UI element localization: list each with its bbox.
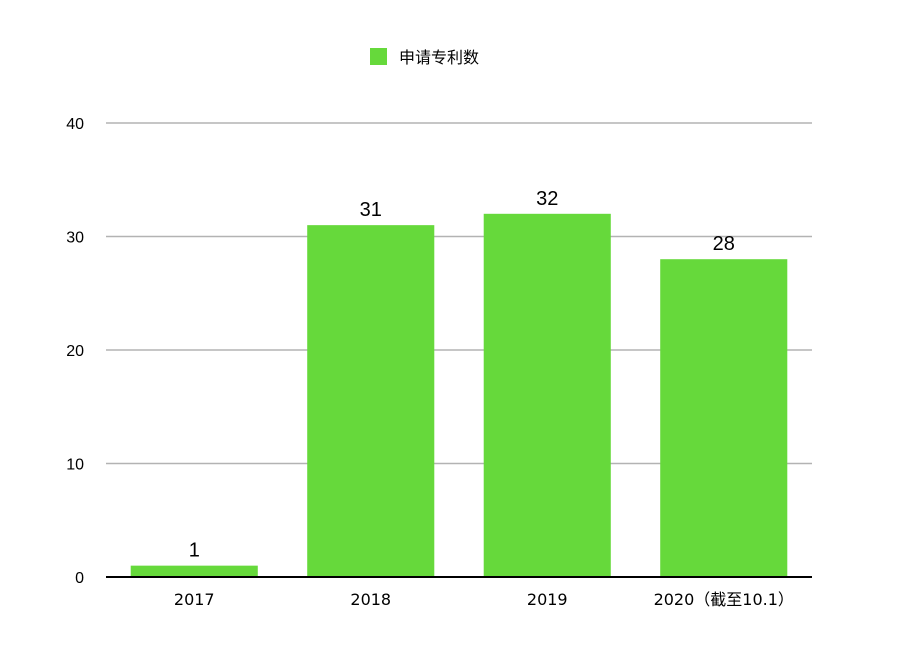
y-tick-label: 10 [66, 457, 84, 474]
x-tick-label: 2017 [174, 590, 215, 609]
x-tick-label: 2020（截至10.1） [654, 590, 794, 609]
bar [307, 225, 435, 577]
y-tick-label: 20 [66, 343, 84, 360]
legend-label: 申请专利数 [399, 48, 480, 67]
y-tick-label: 40 [66, 116, 84, 133]
data-label: 31 [360, 199, 382, 221]
data-label: 32 [536, 188, 558, 210]
x-axis-ticks: 2017 2018 2019 2020（截至10.1） [174, 590, 794, 609]
bars [130, 213, 788, 578]
x-tick-label: 2019 [527, 590, 568, 609]
bar [483, 213, 611, 578]
data-label: 1 [189, 540, 200, 562]
bar [130, 565, 258, 577]
data-label: 28 [713, 233, 735, 255]
y-tick-label: 30 [66, 230, 84, 247]
y-axis-ticks: 0 10 20 30 40 [66, 116, 84, 587]
legend: 申请专利数 [370, 44, 479, 68]
y-tick-label: 0 [75, 570, 84, 587]
legend-swatch [370, 47, 387, 65]
data-labels: 1 31 32 28 [189, 188, 735, 562]
x-tick-label: 2018 [350, 590, 391, 609]
bar [660, 259, 788, 577]
